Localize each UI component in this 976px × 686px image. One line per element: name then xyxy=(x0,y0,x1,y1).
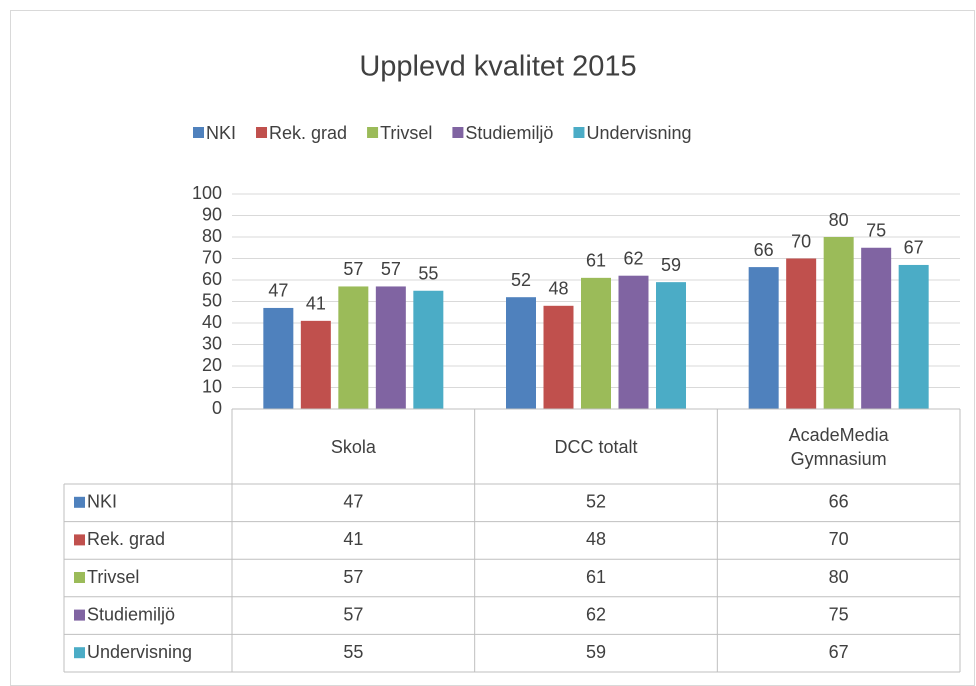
table-legend-swatch xyxy=(74,572,85,583)
table-cell: 67 xyxy=(829,642,849,662)
legend-label: Undervisning xyxy=(586,123,691,143)
category-text: DCC totalt xyxy=(554,436,638,457)
y-tick-label: 90 xyxy=(202,204,222,224)
legend-swatch xyxy=(256,127,268,138)
data-label: 66 xyxy=(754,240,774,260)
table-cell: 47 xyxy=(343,492,363,512)
y-tick-label: 0 xyxy=(212,398,222,418)
data-label: 70 xyxy=(791,231,811,251)
y-tick-label: 70 xyxy=(202,247,222,267)
legend-label: NKI xyxy=(206,123,236,143)
table-legend-swatch xyxy=(74,647,85,659)
category-label: DCC totalt xyxy=(475,409,718,484)
data-label: 75 xyxy=(866,221,886,241)
table-row-label: Studiemiljö xyxy=(87,604,175,624)
legend-label: Trivsel xyxy=(380,123,432,143)
bar xyxy=(656,282,686,409)
data-label: 47 xyxy=(268,281,288,301)
data-label: 61 xyxy=(586,251,606,271)
data-label: 48 xyxy=(548,279,568,299)
bar xyxy=(898,264,929,409)
data-label: 59 xyxy=(661,255,681,275)
y-tick-label: 40 xyxy=(202,312,222,332)
data-label: 55 xyxy=(418,264,438,284)
table-cell: 59 xyxy=(586,642,606,662)
y-tick-label: 80 xyxy=(202,226,222,246)
table-cell: 66 xyxy=(829,492,849,512)
bar xyxy=(338,286,369,409)
table-cell: 48 xyxy=(586,529,606,549)
bar xyxy=(413,290,444,409)
bar xyxy=(618,275,649,409)
y-tick-label: 100 xyxy=(192,183,222,203)
legend-swatch xyxy=(573,127,585,138)
bar xyxy=(375,286,406,409)
table-row-label: Undervisning xyxy=(87,642,192,662)
bar xyxy=(263,307,294,409)
table-cell: 61 xyxy=(586,567,606,587)
bar xyxy=(823,237,854,409)
y-tick-label: 60 xyxy=(202,269,222,289)
y-tick-label: 10 xyxy=(202,376,222,396)
table-header-cell: Skola xyxy=(232,409,475,484)
table-cell: 52 xyxy=(586,492,606,512)
table-legend-swatch xyxy=(74,534,85,546)
bar xyxy=(506,297,536,409)
table-cell: 80 xyxy=(829,567,849,587)
table-row-label: NKI xyxy=(87,492,117,512)
bar xyxy=(748,267,779,409)
bar xyxy=(786,258,817,409)
table-header-cell: AcadeMedia Gymnasium xyxy=(717,409,960,484)
legend-label: Studiemiljö xyxy=(465,123,553,143)
table-header-cell: DCC totalt xyxy=(475,409,718,484)
category-label: Skola xyxy=(232,409,475,484)
table-cell: 70 xyxy=(829,529,849,549)
y-tick-label: 50 xyxy=(202,290,222,310)
legend-swatch xyxy=(367,127,379,138)
category-label: AcadeMedia Gymnasium xyxy=(717,409,960,484)
table-legend-swatch xyxy=(74,609,85,621)
category-text: AcadeMedia Gymnasium xyxy=(788,424,889,469)
bar xyxy=(300,320,331,409)
category-text: Skola xyxy=(330,436,376,457)
table-cell: 62 xyxy=(586,604,606,624)
data-label: 57 xyxy=(381,259,401,279)
legend-swatch xyxy=(452,127,464,138)
table-row-label: Rek. grad xyxy=(87,529,165,549)
table-cell: 41 xyxy=(343,529,363,549)
data-label: 62 xyxy=(623,248,643,268)
data-label: 41 xyxy=(306,294,326,314)
bar xyxy=(581,277,611,409)
table-legend-swatch xyxy=(74,496,85,508)
table-cell: 57 xyxy=(343,604,363,624)
chart-title: Upplevd kvalitet 2015 xyxy=(359,51,636,83)
legend-label: Rek. grad xyxy=(269,123,347,143)
y-tick-label: 30 xyxy=(202,333,222,353)
table-cell: 57 xyxy=(343,567,363,587)
data-label: 52 xyxy=(511,270,531,290)
data-label: 67 xyxy=(904,238,924,258)
table-cell: 55 xyxy=(343,642,363,662)
data-label: 57 xyxy=(343,259,363,279)
legend-swatch xyxy=(193,127,204,138)
table-cell: 75 xyxy=(829,604,849,624)
y-tick-label: 20 xyxy=(202,355,222,375)
table-row-label: Trivsel xyxy=(87,567,139,587)
bar xyxy=(861,247,892,409)
data-label: 80 xyxy=(829,210,849,230)
bar xyxy=(543,305,574,409)
